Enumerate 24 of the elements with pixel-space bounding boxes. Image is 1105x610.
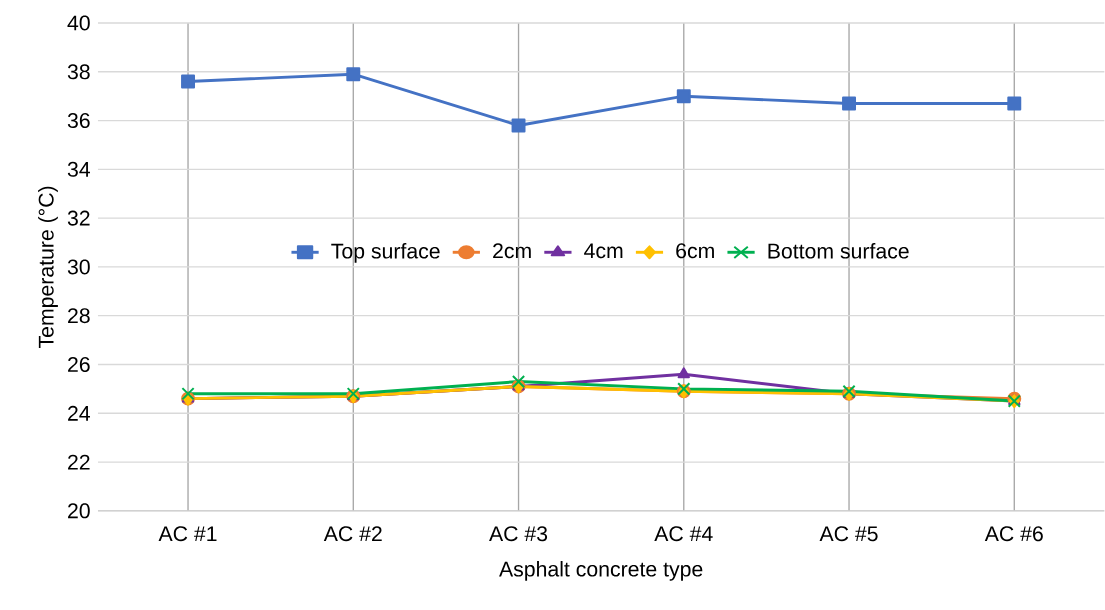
- x-tick-label: AC #3: [489, 526, 548, 542]
- legend-label: 4cm: [584, 243, 623, 259]
- y-tick-label: 40: [67, 15, 90, 31]
- y-tick-label: 20: [68, 503, 90, 519]
- legend-label: Top surface: [331, 243, 440, 263]
- y-tick-label: 24: [68, 405, 90, 421]
- y-axis-title: Temperature (°C): [38, 186, 58, 349]
- legend-label: 2cm: [493, 243, 531, 259]
- y-tick-label: 36: [67, 113, 90, 129]
- y-tick-label: 28: [68, 308, 90, 324]
- x-axis-title: Asphalt concrete type: [499, 561, 703, 581]
- y-tick-label: 34: [67, 161, 90, 177]
- legend-label: 6cm: [676, 243, 714, 259]
- y-tick-label: 38: [67, 64, 90, 80]
- x-tick-label: AC #1: [158, 526, 217, 542]
- y-tick-label: 32: [67, 210, 90, 226]
- x-tick-label: AC #2: [323, 526, 382, 542]
- x-tick-label: AC #5: [819, 526, 878, 542]
- x-tick-label: AC #6: [984, 526, 1043, 542]
- y-tick-label: 26: [68, 357, 90, 373]
- legend-label: Bottom surface: [768, 243, 909, 259]
- x-tick-label: AC #4: [654, 526, 713, 542]
- y-tick-label: 22: [68, 454, 90, 470]
- y-tick-label: 30: [67, 259, 90, 275]
